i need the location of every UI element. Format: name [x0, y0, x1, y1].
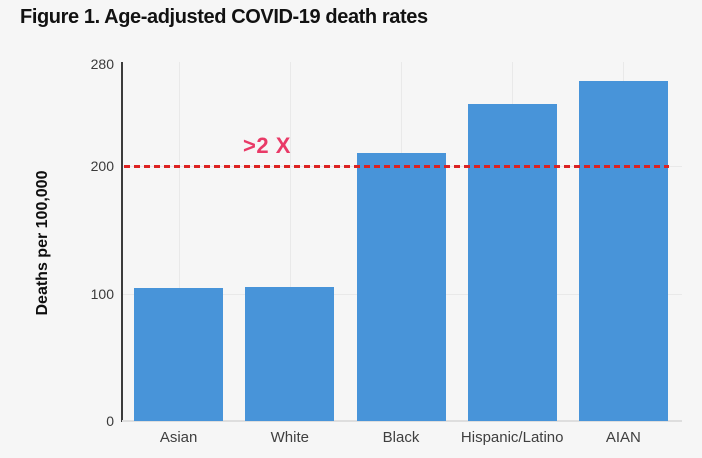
y-tick-label: 0	[106, 413, 114, 429]
vertical-gridline	[178, 62, 180, 421]
y-axis-title: Deaths per 100,000	[34, 170, 51, 316]
x-axis-baseline	[122, 420, 682, 422]
bar-aian	[578, 80, 668, 421]
bar-black	[356, 153, 446, 421]
y-tick-label: 200	[90, 158, 114, 174]
y-axis-line	[121, 62, 123, 422]
x-tick-label: Asian	[159, 429, 198, 446]
y-tick-label: 100	[90, 285, 114, 302]
plot-area: >2 X	[123, 62, 682, 421]
x-tick-label: AIAN	[605, 429, 641, 446]
bar-hispanic-latino	[467, 103, 557, 421]
bar-asian	[134, 288, 224, 421]
threshold-dashed-line	[124, 165, 669, 168]
vertical-gridline	[289, 62, 291, 421]
x-tick-label: Black	[382, 429, 420, 446]
bar-white	[245, 287, 335, 421]
annotation-2x-label: >2 X	[243, 133, 291, 158]
x-tick-label: Hispanic/Latino	[460, 429, 564, 446]
y-tick-label: 280	[90, 56, 114, 72]
chart-title: Figure 1. Age-adjusted COVID-19 death ra…	[20, 6, 428, 28]
x-tick-label: White	[270, 429, 309, 446]
